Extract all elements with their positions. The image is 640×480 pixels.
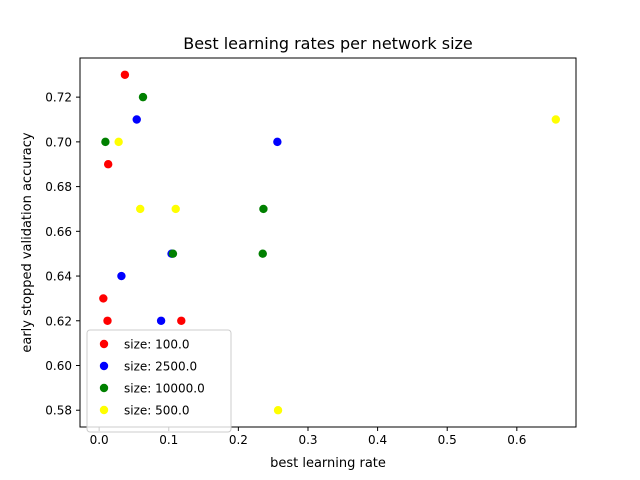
x-tick-label: 0.3 bbox=[298, 433, 317, 447]
legend-marker bbox=[99, 383, 109, 393]
x-axis: 0.0 0.1 0.2 0.3 0.4 0.5 0.6 bbox=[90, 427, 526, 447]
y-tick-label: 0.64 bbox=[45, 270, 72, 284]
series-0 bbox=[99, 70, 186, 325]
data-point bbox=[177, 316, 186, 325]
data-point bbox=[136, 204, 145, 214]
y-tick-label: 0.58 bbox=[45, 404, 72, 418]
series-2 bbox=[101, 92, 268, 258]
data-point bbox=[273, 137, 282, 147]
legend-label: size: 2500.0 bbox=[124, 360, 197, 374]
legend-box bbox=[86, 329, 232, 433]
data-point bbox=[273, 406, 283, 415]
data-point bbox=[103, 316, 112, 325]
legend-marker bbox=[99, 361, 109, 371]
legend-item: size: 100.0 bbox=[99, 338, 189, 352]
legend-item: size: 10000.0 bbox=[99, 382, 205, 396]
data-point bbox=[132, 115, 141, 124]
x-tick-label: 0.5 bbox=[438, 433, 457, 447]
legend-item: size: 500.0 bbox=[99, 404, 189, 418]
y-tick-label: 0.60 bbox=[45, 359, 72, 373]
plot-frame bbox=[79, 57, 577, 428]
legend-label: size: 500.0 bbox=[124, 404, 189, 418]
y-tick-label: 0.62 bbox=[45, 314, 72, 328]
y-tick-label: 0.68 bbox=[45, 180, 72, 194]
data-point bbox=[258, 249, 267, 258]
x-tick-label: 0.0 bbox=[90, 433, 109, 447]
data-point bbox=[171, 204, 180, 214]
data-point bbox=[101, 137, 110, 147]
x-tick-label: 0.4 bbox=[368, 433, 387, 447]
data-point bbox=[259, 204, 268, 214]
x-tick-label: 0.2 bbox=[229, 433, 248, 447]
data-point bbox=[103, 160, 113, 169]
data-point bbox=[120, 70, 130, 79]
x-axis-label: best learning rate bbox=[270, 456, 386, 471]
points-layer bbox=[99, 70, 561, 415]
data-point bbox=[551, 115, 561, 124]
data-point bbox=[168, 249, 178, 258]
legend-marker bbox=[99, 405, 109, 415]
legend-label: size: 10000.0 bbox=[124, 382, 205, 396]
legend: size: 100.0 size: 2500.0 size: 10000.0 size… bbox=[86, 329, 232, 433]
legend-label: size: 100.0 bbox=[124, 338, 189, 352]
data-point bbox=[99, 294, 108, 303]
series-3 bbox=[114, 115, 561, 415]
chart-title: Best learning rates per network size bbox=[183, 34, 473, 53]
x-tick-label: 0.6 bbox=[507, 433, 526, 447]
y-tick-label: 0.72 bbox=[45, 91, 72, 105]
y-axis: 0.58 0.60 0.62 0.64 0.66 0.68 0.70 0.72 bbox=[45, 91, 80, 418]
data-point bbox=[138, 92, 148, 102]
y-tick-label: 0.66 bbox=[45, 225, 72, 239]
data-point bbox=[117, 271, 126, 281]
y-axis-label: early stopped validation accuracy bbox=[20, 132, 35, 353]
x-tick-label: 0.1 bbox=[159, 433, 178, 447]
data-point bbox=[156, 316, 166, 325]
legend-item: size: 2500.0 bbox=[99, 360, 197, 374]
y-tick-label: 0.70 bbox=[45, 135, 72, 149]
data-point bbox=[114, 137, 123, 147]
legend-marker bbox=[99, 339, 109, 349]
